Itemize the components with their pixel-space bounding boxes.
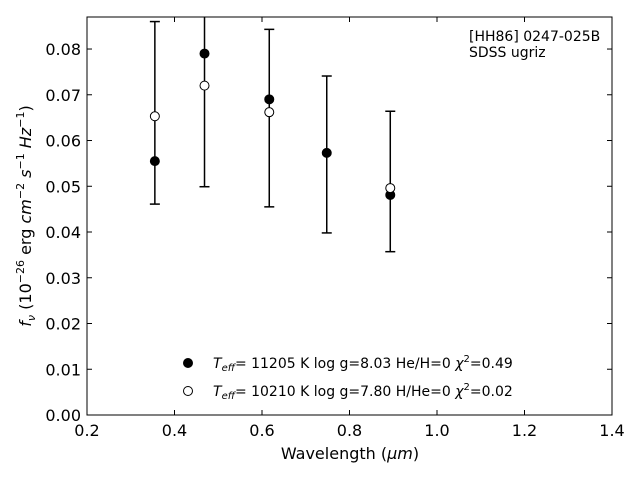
y-tick-label-7: 0.06 (45, 132, 81, 151)
point-open-2 (199, 80, 210, 91)
y-tick-label-5: 0.04 (45, 223, 81, 242)
annotation-line-1: [HH86] 0247-025B (469, 29, 600, 45)
ticks-layer: 0.2 0.4 0.6 0.8 1.0 1.2 1.4 0.00 0.01 0.02 0.03 0.0… (45, 17, 625, 440)
x-tick-label-3: 0.6 (249, 421, 274, 440)
y-tick-label-2: 0.01 (45, 360, 81, 379)
point-open-1 (149, 111, 160, 122)
y-axis-title: fν (10−26 erg cm−2 s−1 Hz−1) (14, 105, 38, 326)
point-filled-1 (149, 156, 160, 167)
plot-layer (149, 17, 396, 253)
point-open-5 (385, 183, 396, 194)
x-tick-label-6: 1.2 (512, 421, 537, 440)
point-filled-2 (199, 48, 210, 59)
x-tick-label-2: 0.4 (162, 421, 187, 440)
y-tick-label-4: 0.03 (45, 269, 81, 288)
x-tick-label-4: 0.8 (337, 421, 362, 440)
x-axis-title: Wavelength (μm) (281, 444, 419, 463)
point-open-3 (264, 107, 275, 118)
y-tick-label-6: 0.05 (45, 177, 81, 196)
y-tick-label-3: 0.02 (45, 315, 81, 334)
annotation-line-2: SDSS ugriz (469, 45, 546, 61)
y-tick-label-8: 0.07 (45, 86, 81, 105)
legend-label-1: Teff= 11205 K log g=8.03 He/H=0 χ2=0.49 (213, 354, 513, 374)
y-tick-label-1: 0.00 (45, 406, 81, 425)
x-tick-label-7: 1.4 (599, 421, 624, 440)
legend-marker-filled (183, 358, 193, 368)
x-tick-label-5: 1.0 (424, 421, 449, 440)
point-filled-4 (321, 147, 332, 158)
point-filled-3 (264, 94, 275, 105)
legend: Teff= 11205 K log g=8.03 He/H=0 χ2=0.49 … (183, 354, 513, 402)
legend-label-2: Teff= 10210 K log g=7.80 H/He=0 χ2=0.02 (213, 382, 513, 402)
y-tick-label-9: 0.08 (45, 40, 81, 59)
x-tick-label-1: 0.2 (74, 421, 99, 440)
legend-marker-open (183, 386, 193, 396)
